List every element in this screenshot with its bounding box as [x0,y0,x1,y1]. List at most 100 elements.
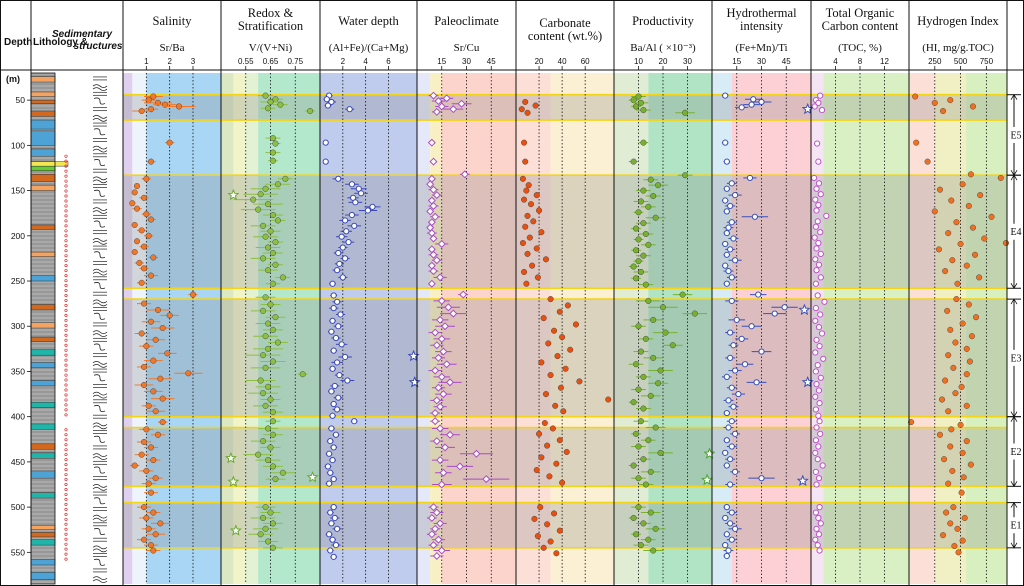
data-point-carbonate [522,223,529,230]
data-point-toc [813,207,820,214]
data-point-redox [260,255,267,262]
data-point-carbonate [524,212,531,219]
lithology-layer [30,275,56,282]
data-point-redox [269,520,276,527]
data-point-toc [815,387,823,394]
data-point-redox [265,345,272,352]
lithology-tuff-layer [30,161,69,167]
data-point-redox [269,157,276,164]
data-point-climate [436,315,445,324]
data-point-carbonate [519,240,526,247]
data-point-carbonate [547,538,554,545]
data-point-redox [265,383,272,390]
data-point-toc [815,180,823,187]
data-point-depth [329,365,336,372]
data-point-redox [267,301,274,308]
sedimentary-symbol [92,456,108,461]
data-point-salinity [154,431,161,438]
data-point-hi [981,235,988,242]
lithology-marker-dot [64,358,68,362]
data-point-carbonate [544,521,551,528]
data-point-hi [961,514,968,521]
data-point-depth [351,222,358,229]
data-point-productivity [635,209,642,216]
data-point-salinity [143,343,150,350]
sedimentary-symbol [93,497,106,505]
data-point-productivity [635,475,642,482]
panel-subtitle-productivity: Ba/Al ( ×10⁻³) [630,42,696,54]
data-point-redox [269,409,276,416]
lithology-marker-dot [64,269,68,273]
data-point-hydrothermal [723,552,730,560]
sedimentary-symbol [92,271,108,276]
lithology-marker-dot [64,229,68,233]
sedimentary-symbol [92,579,108,584]
data-point-hi [976,274,983,281]
data-point-productivity [633,225,640,232]
data-point-redox [262,92,269,99]
panel-title-redox: Redox & [248,6,294,20]
data-point-toc [811,103,818,110]
data-point-climate [437,239,446,248]
data-point-redox [269,249,276,256]
data-point-hi [997,174,1004,181]
data-point-depth [330,475,337,483]
data-point-productivity [640,139,647,146]
tick-label-hydrothermal: 15 [732,57,741,66]
data-point-productivity [633,361,640,368]
data-point-carbonate [564,302,571,309]
lithology-marker-dot [64,453,68,457]
data-point-salinity [185,370,192,377]
data-point-redox [257,377,264,384]
data-point-hi [945,352,952,359]
data-point-redox [279,469,286,476]
lithology-marker-dot [64,279,68,283]
data-point-toc [812,449,819,456]
data-point-climate [444,303,453,312]
data-point-productivity [660,304,667,311]
outlier-star-redox [227,475,240,487]
data-point-hi [963,438,970,445]
data-point-carbonate [562,365,569,372]
data-point-carbonate [526,234,533,241]
data-point-toc [817,250,824,257]
lithology-layer [30,119,56,130]
interval-band [123,94,1007,121]
data-point-salinity [150,547,157,554]
data-point-hydrothermal [722,139,729,146]
sedimentary-symbol [92,333,108,338]
data-point-climate [432,256,441,265]
data-point-productivity [691,310,698,317]
data-point-redox [255,451,262,458]
sedimentary-symbol [92,240,108,245]
sedimentary-symbol [92,87,108,92]
data-point-redox [265,201,272,208]
data-point-salinity [145,232,152,239]
data-point-carbonate [531,515,538,522]
data-point-depth [331,514,338,522]
sedimentary-symbol [92,84,108,89]
data-point-climate [429,250,438,259]
data-point-productivity [679,291,686,298]
data-point-climate [432,341,441,350]
data-point-depth [328,425,335,432]
data-point-redox [272,314,279,321]
data-point-hi [949,467,956,474]
lithology-layer [30,165,56,171]
data-point-climate [459,290,468,299]
data-point-hi [945,230,952,237]
data-point-hi [968,333,975,340]
depth-tick-label: 150 [11,186,25,196]
data-point-carbonate [522,98,529,105]
data-point-productivity [647,392,654,399]
data-point-carbonate [545,340,552,347]
data-point-carbonate [567,346,574,353]
data-point-hydrothermal [723,373,730,380]
data-point-depth [338,341,345,348]
data-point-depth [329,280,336,287]
lithology-marker-dot [64,333,68,337]
data-point-climate [442,94,451,103]
data-point-hydrothermal [723,531,730,538]
data-point-depth [328,388,335,395]
